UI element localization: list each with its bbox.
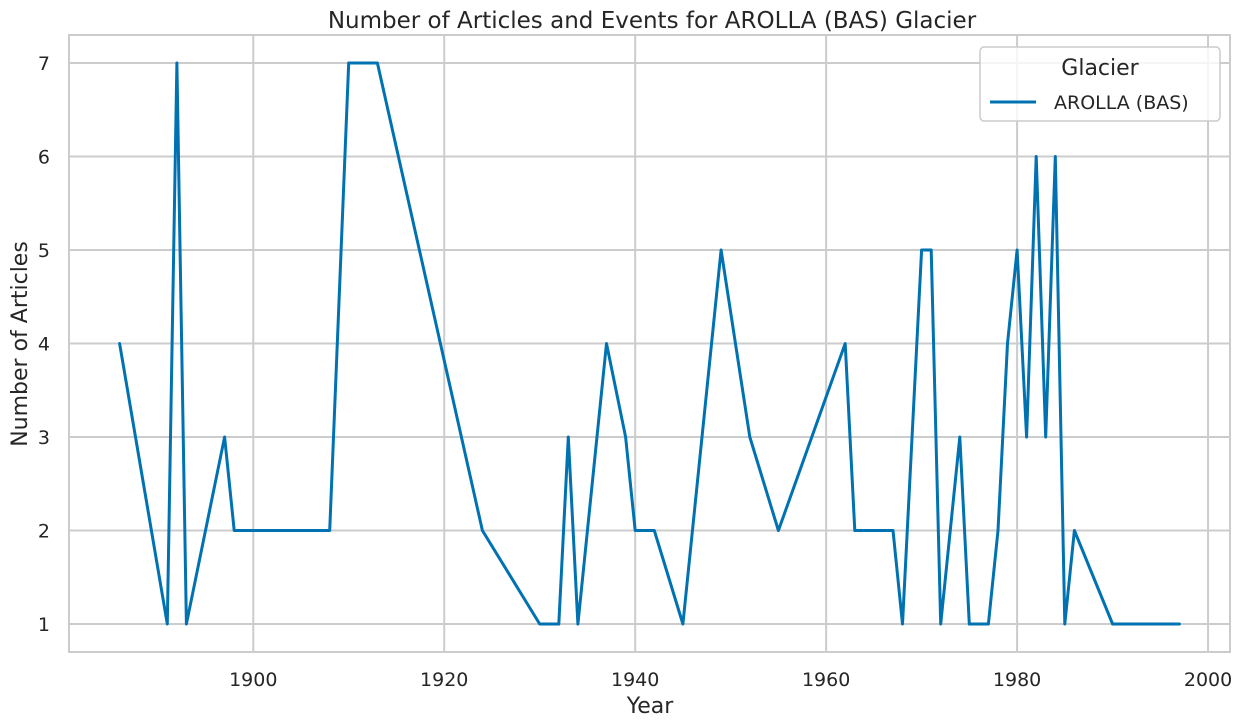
- legend-title: Glacier: [1061, 56, 1139, 81]
- series-line-arolla-bas: [118, 61, 1181, 626]
- y-tick-label: 6: [38, 147, 50, 169]
- x-tick-label: 1900: [229, 669, 277, 691]
- x-axis-label: Year: [626, 694, 675, 719]
- grid-lines: [69, 35, 1230, 652]
- y-tick-label: 2: [38, 520, 50, 542]
- series-lines: [118, 61, 1181, 626]
- y-axis-label: Number of Articles: [8, 241, 33, 447]
- x-tick-label: 1940: [611, 669, 659, 691]
- y-tick-label: 5: [38, 240, 50, 262]
- plot-frame: [68, 34, 1231, 653]
- x-tick-label: 1920: [420, 669, 468, 691]
- legend-label-arolla-bas: AROLLA (BAS): [1054, 92, 1189, 114]
- y-tick-label: 4: [38, 334, 50, 356]
- chart-title: Number of Articles and Events for AROLLA…: [328, 8, 977, 34]
- y-tick-label: 3: [38, 427, 50, 449]
- y-tick-label: 7: [38, 53, 50, 75]
- legend: Glacier AROLLA (BAS): [979, 46, 1221, 122]
- y-tick-labels: 1 2 3 4 5 6 7: [38, 53, 50, 636]
- x-tick-label: 1980: [993, 669, 1041, 691]
- x-tick-label: 1960: [802, 669, 850, 691]
- y-tick-label: 1: [38, 614, 50, 636]
- legend-box: [979, 46, 1221, 122]
- x-tick-label: 2000: [1184, 669, 1232, 691]
- x-tick-labels: 1900 1920 1940 1960 1980 2000: [229, 669, 1232, 691]
